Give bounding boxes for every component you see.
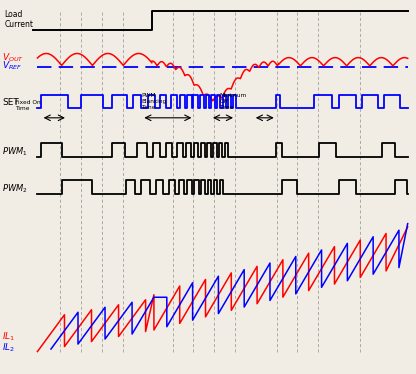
Text: $PWM_1$: $PWM_1$ xyxy=(2,145,28,158)
Text: SET: SET xyxy=(2,98,19,107)
Text: Fixed On
Time: Fixed On Time xyxy=(15,100,40,111)
Text: $V_{OUT}$: $V_{OUT}$ xyxy=(2,52,24,64)
Text: $V_{REF}$: $V_{REF}$ xyxy=(2,59,22,72)
Text: $PWM_2$: $PWM_2$ xyxy=(2,183,28,195)
Text: Minimum
Off
Time: Minimum Off Time xyxy=(219,93,247,110)
Text: Load
Current: Load Current xyxy=(4,10,33,29)
Text: $IL_2$: $IL_2$ xyxy=(2,342,15,354)
Text: $IL_1$: $IL_1$ xyxy=(2,331,15,343)
Text: PWM
Blanking
Time: PWM Blanking Time xyxy=(141,93,167,110)
